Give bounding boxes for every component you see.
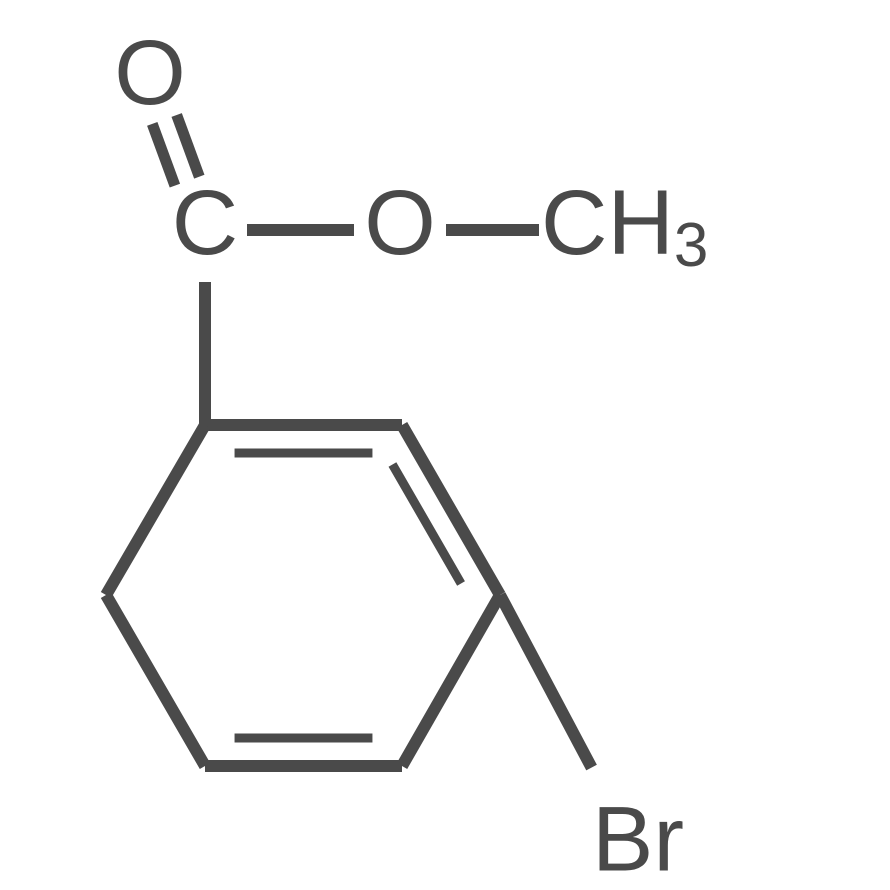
atom-label-c10: CH3 (541, 172, 708, 280)
molecule-diagram: COOCH3Br (0, 0, 890, 890)
atom-label-o8: O (114, 22, 186, 124)
atom-label-br: Br (592, 788, 684, 890)
atom-label-o9: O (364, 172, 436, 274)
atom-label-c7: C (172, 172, 238, 274)
